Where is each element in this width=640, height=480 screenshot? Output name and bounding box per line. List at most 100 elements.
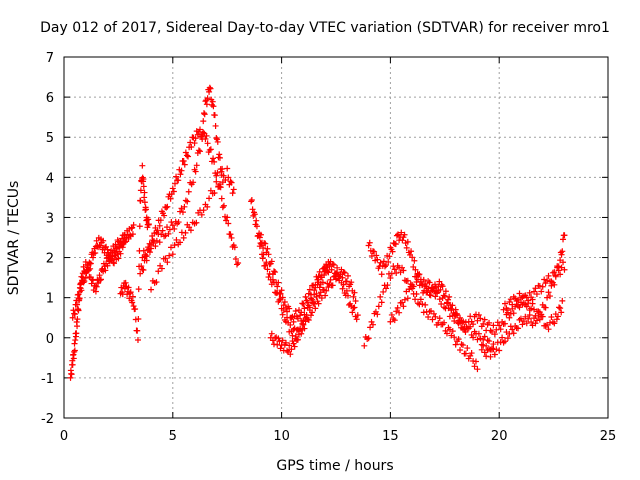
data-point <box>383 262 390 269</box>
data-point <box>212 122 219 129</box>
data-point <box>127 231 134 238</box>
data-point <box>400 267 407 274</box>
data-point <box>200 110 207 117</box>
data-point <box>533 317 540 324</box>
data-point <box>399 237 406 244</box>
data-point <box>213 172 220 179</box>
data-point <box>455 336 462 343</box>
data-point <box>253 223 260 230</box>
data-point <box>200 207 207 214</box>
data-point <box>392 241 399 248</box>
data-point <box>419 282 426 289</box>
data-point <box>462 350 469 357</box>
data-point <box>464 345 471 352</box>
data-point <box>143 252 150 259</box>
data-point <box>210 155 217 162</box>
data-point <box>545 272 552 279</box>
data-point <box>548 282 555 289</box>
data-point <box>158 265 165 272</box>
data-point <box>459 342 466 349</box>
data-point <box>111 260 118 267</box>
data-point <box>326 263 333 270</box>
data-point <box>328 266 335 273</box>
data-point <box>500 339 507 346</box>
data-point <box>224 214 231 221</box>
data-point <box>276 338 283 345</box>
data-point <box>70 355 77 362</box>
data-point <box>480 342 487 349</box>
data-point <box>294 315 301 322</box>
data-point <box>228 234 235 241</box>
data-point <box>361 342 368 349</box>
data-point <box>208 101 215 108</box>
data-point <box>403 244 410 251</box>
data-point <box>104 262 111 269</box>
data-point <box>343 278 350 285</box>
data-point <box>510 330 517 337</box>
data-point <box>337 271 344 278</box>
y-axis-label: SDTVAR / TECUs <box>6 181 22 296</box>
data-point <box>74 323 81 330</box>
data-point <box>551 281 558 288</box>
data-point <box>551 269 558 276</box>
data-point <box>211 112 218 119</box>
data-point <box>529 300 536 307</box>
data-point <box>128 225 135 232</box>
data-point <box>279 337 286 344</box>
data-point <box>122 279 129 286</box>
data-point <box>452 341 459 348</box>
data-point <box>121 239 128 246</box>
data-point <box>487 353 494 360</box>
data-point <box>145 244 152 251</box>
data-point <box>182 229 189 236</box>
data-point <box>225 220 232 227</box>
data-point <box>253 217 260 224</box>
data-point <box>117 250 124 257</box>
data-point <box>166 252 173 259</box>
data-point <box>85 267 92 274</box>
data-point <box>300 321 307 328</box>
data-point <box>180 234 187 241</box>
data-point <box>216 181 223 188</box>
data-point <box>190 179 197 186</box>
data-point <box>171 180 178 187</box>
data-point <box>274 283 281 290</box>
data-point <box>219 204 226 211</box>
data-point <box>391 317 398 324</box>
data-point <box>140 183 147 190</box>
data-point <box>452 306 459 313</box>
data-point <box>458 317 465 324</box>
data-point <box>145 221 152 228</box>
data-point <box>416 271 423 278</box>
data-point <box>341 269 348 276</box>
data-point <box>297 312 304 319</box>
data-point <box>130 221 137 228</box>
data-point <box>367 324 374 331</box>
data-point <box>307 291 314 298</box>
data-point <box>312 281 319 288</box>
data-point <box>404 295 411 302</box>
data-point <box>137 197 144 204</box>
data-point <box>542 304 549 311</box>
data-point <box>349 309 356 316</box>
data-point <box>449 302 456 309</box>
data-point <box>188 143 195 150</box>
data-point <box>141 199 148 206</box>
data-point <box>182 149 189 156</box>
data-point <box>96 272 103 279</box>
data-point <box>115 255 122 262</box>
data-point <box>516 304 523 311</box>
data-point <box>284 347 291 354</box>
data-point <box>432 313 439 320</box>
data-point <box>207 85 214 92</box>
data-point <box>425 278 432 285</box>
data-point <box>229 190 236 197</box>
data-point <box>336 277 343 284</box>
data-point <box>139 162 146 169</box>
data-point <box>282 339 289 346</box>
data-point <box>201 111 208 118</box>
series-satellite-track-6 <box>148 165 237 293</box>
data-point <box>439 295 446 302</box>
data-point <box>214 138 221 145</box>
data-point <box>316 268 323 275</box>
